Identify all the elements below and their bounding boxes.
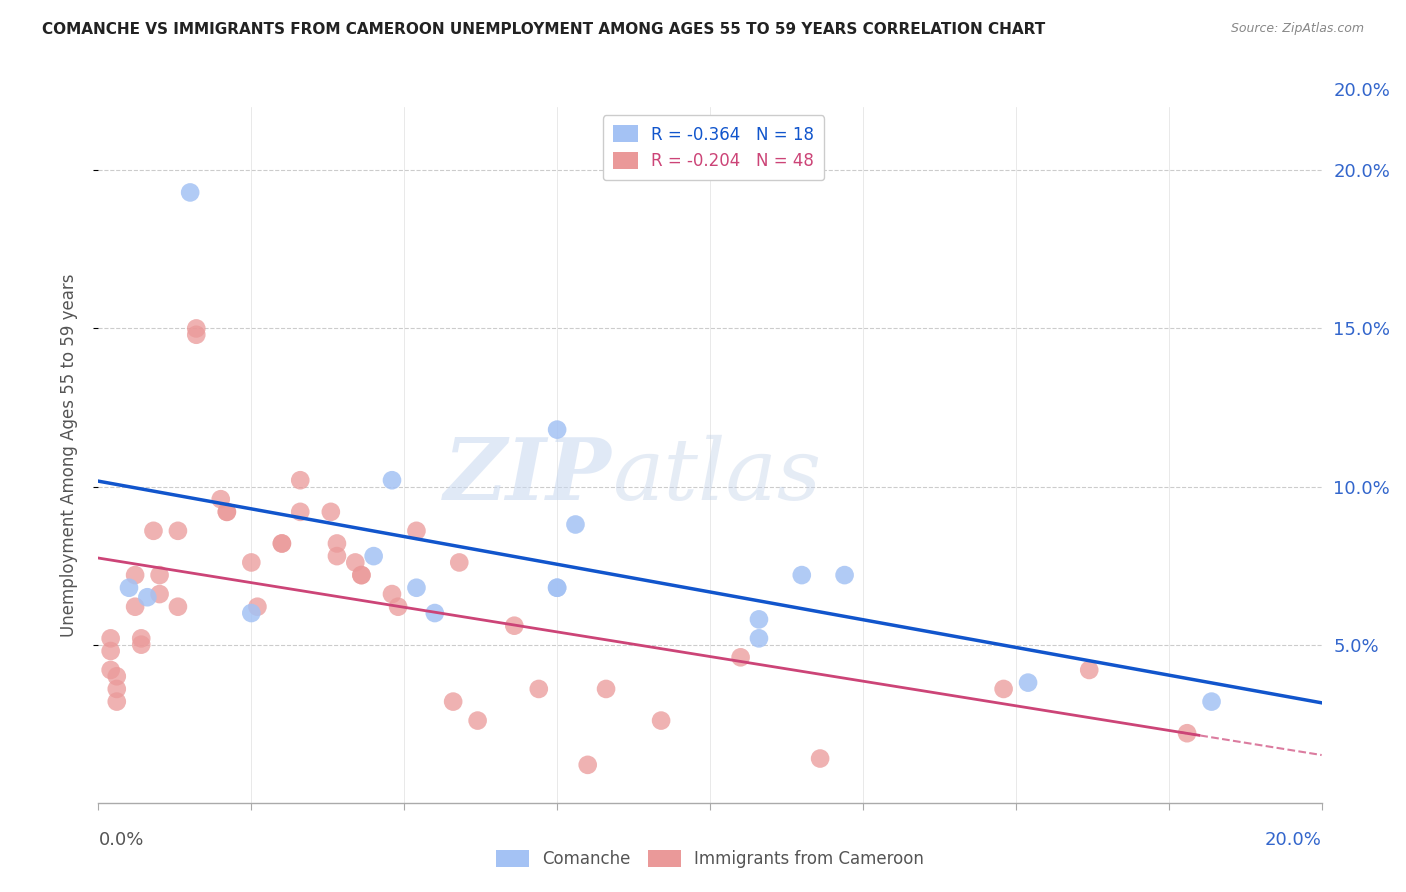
Point xyxy=(576,757,599,772)
Point xyxy=(1078,663,1101,677)
Point xyxy=(186,321,208,335)
Point xyxy=(240,556,263,570)
Point xyxy=(124,599,146,614)
Point xyxy=(167,524,190,538)
Point xyxy=(546,423,568,437)
Point xyxy=(381,587,404,601)
Text: 20.0%: 20.0% xyxy=(1334,82,1391,100)
Point xyxy=(423,606,446,620)
Point xyxy=(142,524,165,538)
Point xyxy=(344,556,367,570)
Point xyxy=(326,536,349,550)
Point xyxy=(350,568,373,582)
Point xyxy=(118,581,141,595)
Y-axis label: Unemployment Among Ages 55 to 59 years: Unemployment Among Ages 55 to 59 years xyxy=(59,273,77,637)
Point xyxy=(441,695,464,709)
Point xyxy=(363,549,385,563)
Point xyxy=(100,632,122,646)
Point xyxy=(270,536,292,550)
Point xyxy=(319,505,342,519)
Point xyxy=(100,663,122,677)
Point xyxy=(748,632,770,646)
Point xyxy=(503,618,526,632)
Point xyxy=(467,714,489,728)
Point xyxy=(449,556,471,570)
Point xyxy=(1175,726,1198,740)
Point xyxy=(564,517,586,532)
Point xyxy=(215,505,238,519)
Text: ZIP: ZIP xyxy=(444,434,612,517)
Point xyxy=(124,568,146,582)
Point xyxy=(270,536,292,550)
Point xyxy=(527,681,550,696)
Point xyxy=(405,524,427,538)
Point xyxy=(546,581,568,595)
Point xyxy=(326,549,349,563)
Point xyxy=(808,751,831,765)
Text: COMANCHE VS IMMIGRANTS FROM CAMEROON UNEMPLOYMENT AMONG AGES 55 TO 59 YEARS CORR: COMANCHE VS IMMIGRANTS FROM CAMEROON UNE… xyxy=(42,22,1046,37)
Point xyxy=(246,599,269,614)
Point xyxy=(381,473,404,487)
Point xyxy=(290,473,312,487)
Point xyxy=(405,581,427,595)
Point xyxy=(105,669,128,683)
Point xyxy=(993,681,1015,696)
Point xyxy=(149,587,172,601)
Point xyxy=(105,681,128,696)
Point xyxy=(790,568,813,582)
Text: 20.0%: 20.0% xyxy=(1265,830,1322,848)
Point xyxy=(1017,675,1039,690)
Point xyxy=(748,612,770,626)
Point xyxy=(136,591,159,605)
Point xyxy=(546,581,568,595)
Text: Source: ZipAtlas.com: Source: ZipAtlas.com xyxy=(1230,22,1364,36)
Point xyxy=(100,644,122,658)
Point xyxy=(240,606,263,620)
Point xyxy=(149,568,172,582)
Point xyxy=(129,638,152,652)
Point xyxy=(105,695,128,709)
Point xyxy=(350,568,373,582)
Point xyxy=(129,632,152,646)
Text: atlas: atlas xyxy=(612,434,821,517)
Point xyxy=(209,492,232,507)
Point xyxy=(186,327,208,342)
Legend: Comanche, Immigrants from Cameroon: Comanche, Immigrants from Cameroon xyxy=(489,843,931,874)
Point xyxy=(387,599,409,614)
Point xyxy=(650,714,672,728)
Point xyxy=(1201,695,1223,709)
Point xyxy=(834,568,856,582)
Point xyxy=(290,505,312,519)
Text: 0.0%: 0.0% xyxy=(98,830,143,848)
Point xyxy=(179,186,201,200)
Point xyxy=(167,599,190,614)
Point xyxy=(215,505,238,519)
Point xyxy=(595,681,617,696)
Point xyxy=(730,650,752,665)
